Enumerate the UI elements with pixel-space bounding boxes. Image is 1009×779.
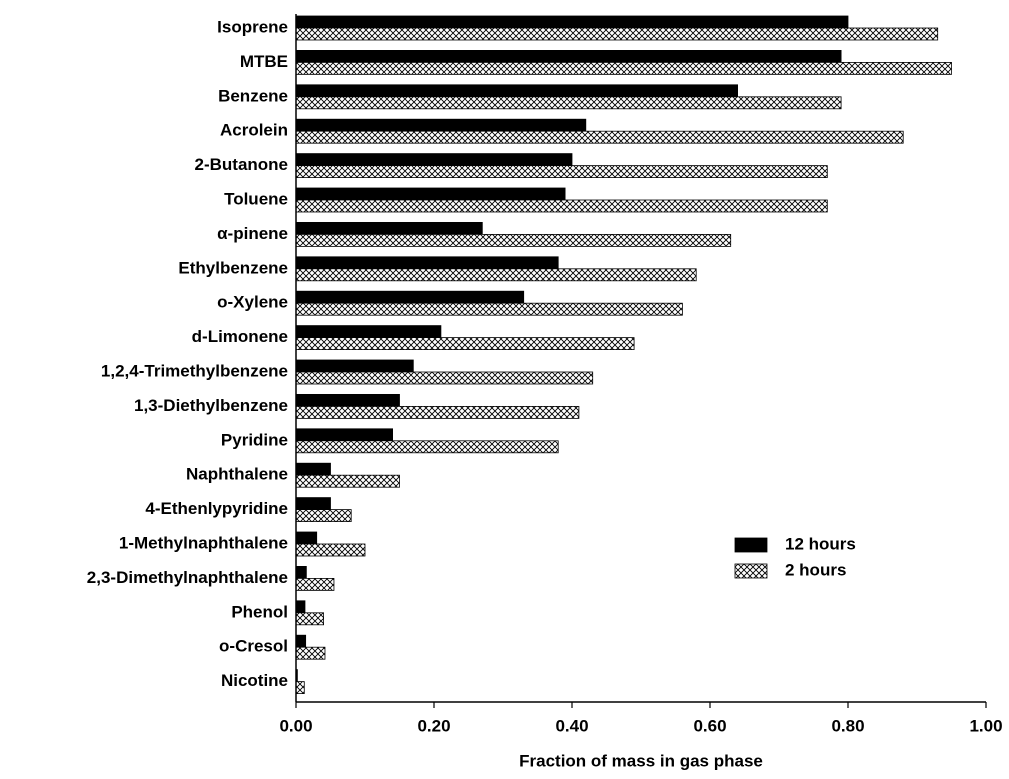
bar [295,578,335,591]
bar [295,165,828,179]
bar [295,96,842,110]
y-tick-label: Nicotine [221,671,288,690]
x-tick-label: 0.40 [555,716,588,735]
bar [295,474,400,488]
y-tick-label: d-Limonene [192,327,288,346]
y-tick-label: 1,3-Diethylbenzene [134,396,288,415]
bar [295,509,352,523]
bar [295,440,559,454]
y-tick-label: Toluene [224,189,288,208]
x-axis-title: Fraction of mass in gas phase [519,751,763,770]
bar [295,531,318,545]
y-tick-label: 2-Butanone [195,155,289,174]
y-tick-label: 4-Ethenlypyridine [145,499,288,518]
bar [295,428,393,442]
y-tick-label: Isoprene [217,17,288,36]
bar [295,256,559,270]
bar [295,290,525,304]
y-tick-label: o-Xylene [217,293,288,312]
bar [295,84,739,98]
y-tick-label: Naphthalene [186,465,288,484]
x-tick-label: 0.80 [831,716,864,735]
bar [295,268,697,282]
bar [295,405,580,419]
y-tick-label: α-pinene [217,224,288,243]
x-tick-label: 0.00 [279,716,312,735]
bar [295,221,483,235]
legend-swatch [734,563,768,579]
legend-swatch [734,537,768,553]
bar [295,62,952,75]
y-tick-label: 1,2,4-Trimethylbenzene [101,361,288,380]
bar [295,130,904,144]
bar [295,325,442,339]
bar [295,600,306,614]
bar [295,118,587,132]
legend-label: 2 hours [785,560,846,579]
bar [295,462,331,476]
y-tick-label: Benzene [218,86,288,105]
legend-label: 12 hours [785,534,856,553]
x-tick-label: 1.00 [969,716,1002,735]
y-tick-label: o-Cresol [219,637,288,656]
bar [295,543,366,557]
bar [295,233,732,247]
bar [295,497,331,511]
bar [295,393,400,407]
bar [295,187,566,201]
y-tick-label: Pyridine [221,430,288,449]
bar [295,27,939,41]
y-tick-label: 2,3-Dimethylnaphthalene [87,568,288,587]
bar [295,612,325,626]
y-tick-label: 1-Methylnaphthalene [119,533,288,552]
x-tick-label: 0.20 [417,716,450,735]
x-tick-label: 0.60 [693,716,726,735]
bar [295,302,683,316]
bar [295,153,573,167]
bar [295,371,594,385]
bar [295,337,635,351]
y-tick-label: MTBE [240,52,288,71]
bar [295,199,828,213]
bar [295,566,307,579]
bar [295,634,307,648]
bar [295,50,842,63]
bar [295,15,849,29]
y-tick-label: Phenol [231,602,288,621]
bar [295,359,414,373]
y-tick-label: Acrolein [220,121,288,140]
bar [295,646,326,660]
bar [295,681,305,694]
y-tick-label: Ethylbenzene [178,258,288,277]
